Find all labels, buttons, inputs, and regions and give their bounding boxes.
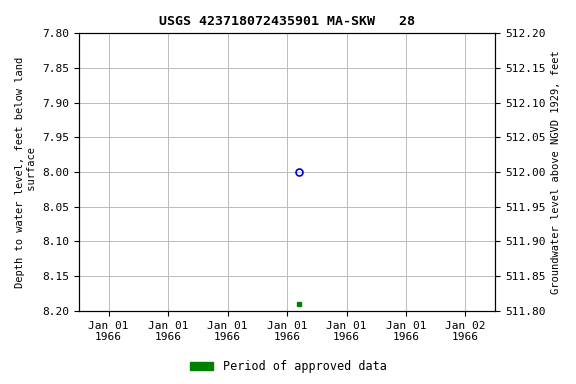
Legend: Period of approved data: Period of approved data xyxy=(185,356,391,378)
Y-axis label: Groundwater level above NGVD 1929, feet: Groundwater level above NGVD 1929, feet xyxy=(551,50,561,294)
Title: USGS 423718072435901 MA-SKW   28: USGS 423718072435901 MA-SKW 28 xyxy=(159,15,415,28)
Y-axis label: Depth to water level, feet below land
 surface: Depth to water level, feet below land su… xyxy=(15,56,37,288)
